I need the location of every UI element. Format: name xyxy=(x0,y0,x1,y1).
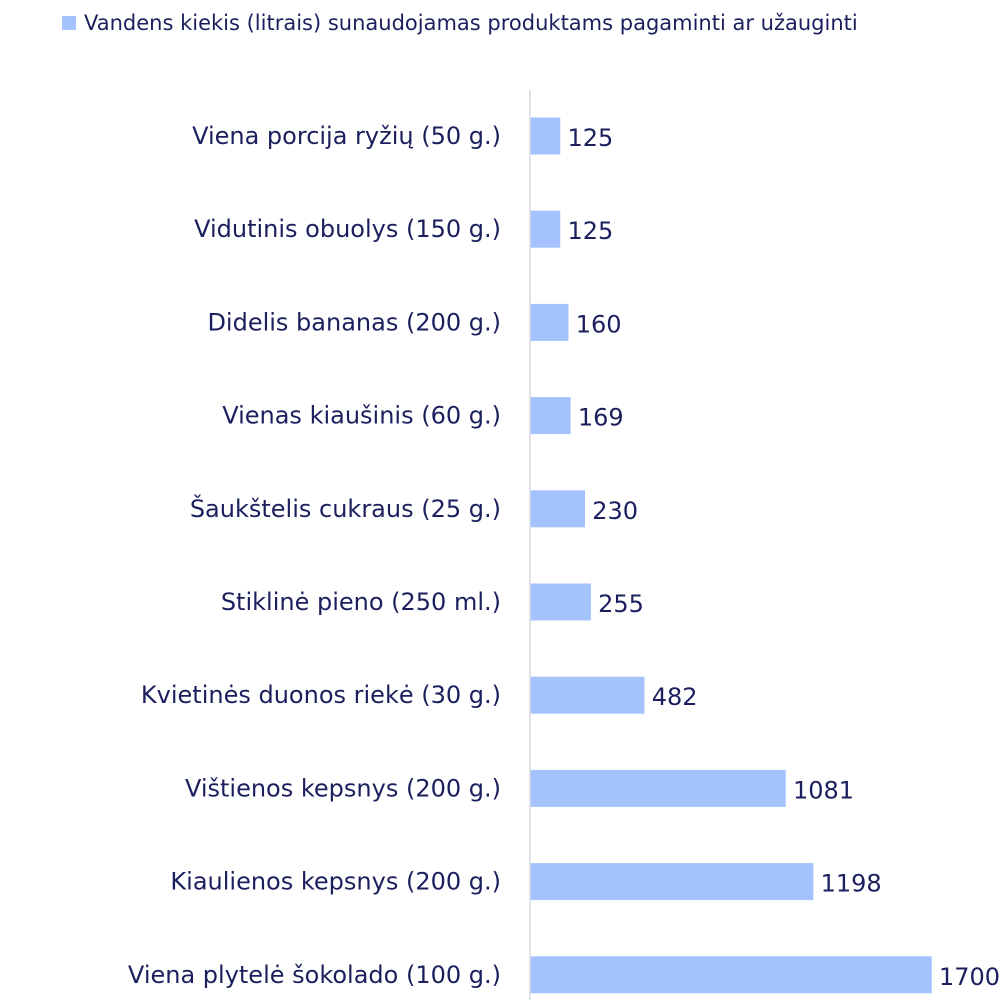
data-label: 1700 xyxy=(939,963,1000,991)
bar xyxy=(530,769,786,807)
category-label: Viena porcija ryžių (50 g.) xyxy=(192,122,501,150)
bar xyxy=(530,583,591,621)
category-label: Viena plytelė šokolado (100 g.) xyxy=(128,961,501,989)
bar xyxy=(530,863,814,901)
legend-swatch xyxy=(62,16,76,30)
bar xyxy=(530,303,569,341)
category-label: Didelis bananas (200 g.) xyxy=(207,308,501,336)
bar xyxy=(530,117,561,155)
data-label: 160 xyxy=(576,310,622,338)
legend: Vandens kiekis (litrais) sunaudojamas pr… xyxy=(62,8,858,38)
data-label: 125 xyxy=(567,217,613,245)
data-label: 1198 xyxy=(821,870,882,898)
data-label: 169 xyxy=(578,404,624,432)
bar xyxy=(530,397,571,435)
data-label: 255 xyxy=(598,590,644,618)
bar xyxy=(530,490,586,528)
category-label: Stiklinė pieno (250 ml.) xyxy=(221,588,501,616)
category-label: Vištienos kepsnys (200 g.) xyxy=(185,774,501,802)
category-label: Šaukštelis cukraus (25 g.) xyxy=(190,493,501,523)
category-label: Kvietinės duonos riekė (30 g.) xyxy=(141,681,501,709)
category-label: Vienas kiaušinis (60 g.) xyxy=(222,402,501,430)
bar xyxy=(530,676,645,714)
category-label: Vidutinis obuolys (150 g.) xyxy=(194,215,501,243)
data-label: 1081 xyxy=(793,776,854,804)
bar xyxy=(530,956,932,994)
bar xyxy=(530,210,561,248)
category-label: Kiaulienos kepsnys (200 g.) xyxy=(170,868,501,896)
legend-label: Vandens kiekis (litrais) sunaudojamas pr… xyxy=(84,11,858,35)
data-label: 125 xyxy=(567,124,613,152)
data-label: 482 xyxy=(652,683,698,711)
data-label: 230 xyxy=(592,497,638,525)
